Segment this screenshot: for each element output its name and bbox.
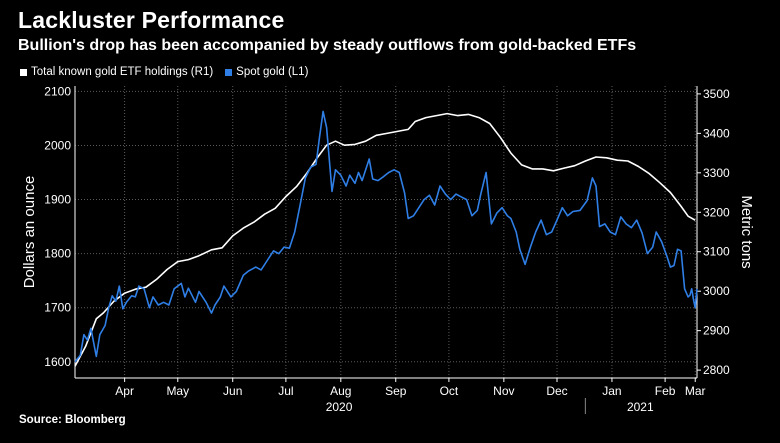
source-note: Source: Bloomberg <box>19 414 126 426</box>
x-tick-label: Oct <box>440 384 459 398</box>
left-tick-label: 1700 <box>44 301 71 315</box>
x-tick-label: Jun <box>223 384 242 398</box>
legend-label-spot-gold: Spot gold (L1) <box>236 66 309 78</box>
chart-subtitle: Bullion's drop has been accompanied by s… <box>18 37 637 54</box>
x-tick-label: Nov <box>493 384 514 398</box>
x-tick-label: Sep <box>385 384 407 398</box>
right-tick-label: 2900 <box>703 324 730 338</box>
x-tick-label: Dec <box>546 384 567 398</box>
left-tick-label: 2100 <box>44 84 71 98</box>
x-tick-label: Feb <box>655 384 676 398</box>
right-tick-label: 3100 <box>703 245 730 259</box>
series-layer <box>74 110 698 367</box>
left-tick-label: 2000 <box>44 138 71 152</box>
x-tick-label: May <box>166 384 189 398</box>
right-tick-label: 3500 <box>703 87 730 101</box>
right-tick-label: 3400 <box>703 126 730 140</box>
left-axis-title: Dollars an ounce <box>21 176 38 289</box>
right-tick-label: 3000 <box>703 284 730 298</box>
x-tick-label: Jul <box>278 384 293 398</box>
year-label: 2020 <box>326 400 353 414</box>
etf-holdings-line <box>74 112 696 367</box>
legend: Total known gold ETF holdings (R1) Spot … <box>20 66 308 78</box>
right-axis-title: Metric tons <box>738 195 755 268</box>
right-tick-label: 2800 <box>703 363 730 377</box>
axes <box>74 86 701 414</box>
year-label: 2021 <box>627 400 654 414</box>
legend-item-etf-holdings: Total known gold ETF holdings (R1) <box>20 66 213 78</box>
x-tick-label: Apr <box>115 384 134 398</box>
legend-swatch-etf-holdings <box>20 68 27 76</box>
legend-item-spot-gold: Spot gold (L1) <box>225 66 308 78</box>
tick-labels: 1600 1700 1800 1900 2000 2100 2800 2900 3000 3100… <box>21 84 755 414</box>
x-tick-label: Mar <box>685 384 706 398</box>
legend-label-etf-holdings: Total known gold ETF holdings (R1) <box>31 66 214 78</box>
chart-title: Lackluster Performance <box>18 7 285 33</box>
left-tick-label: 1900 <box>44 193 71 207</box>
right-tick-label: 3200 <box>703 205 730 219</box>
spot-gold-line <box>74 110 698 363</box>
legend-swatch-spot-gold <box>225 68 233 76</box>
x-tick-label: Aug <box>330 384 351 398</box>
grid <box>75 86 697 378</box>
left-tick-label: 1600 <box>44 355 71 369</box>
right-tick-label: 3300 <box>703 166 730 180</box>
left-tick-label: 1800 <box>44 247 71 261</box>
x-tick-label: Jan <box>602 384 621 398</box>
